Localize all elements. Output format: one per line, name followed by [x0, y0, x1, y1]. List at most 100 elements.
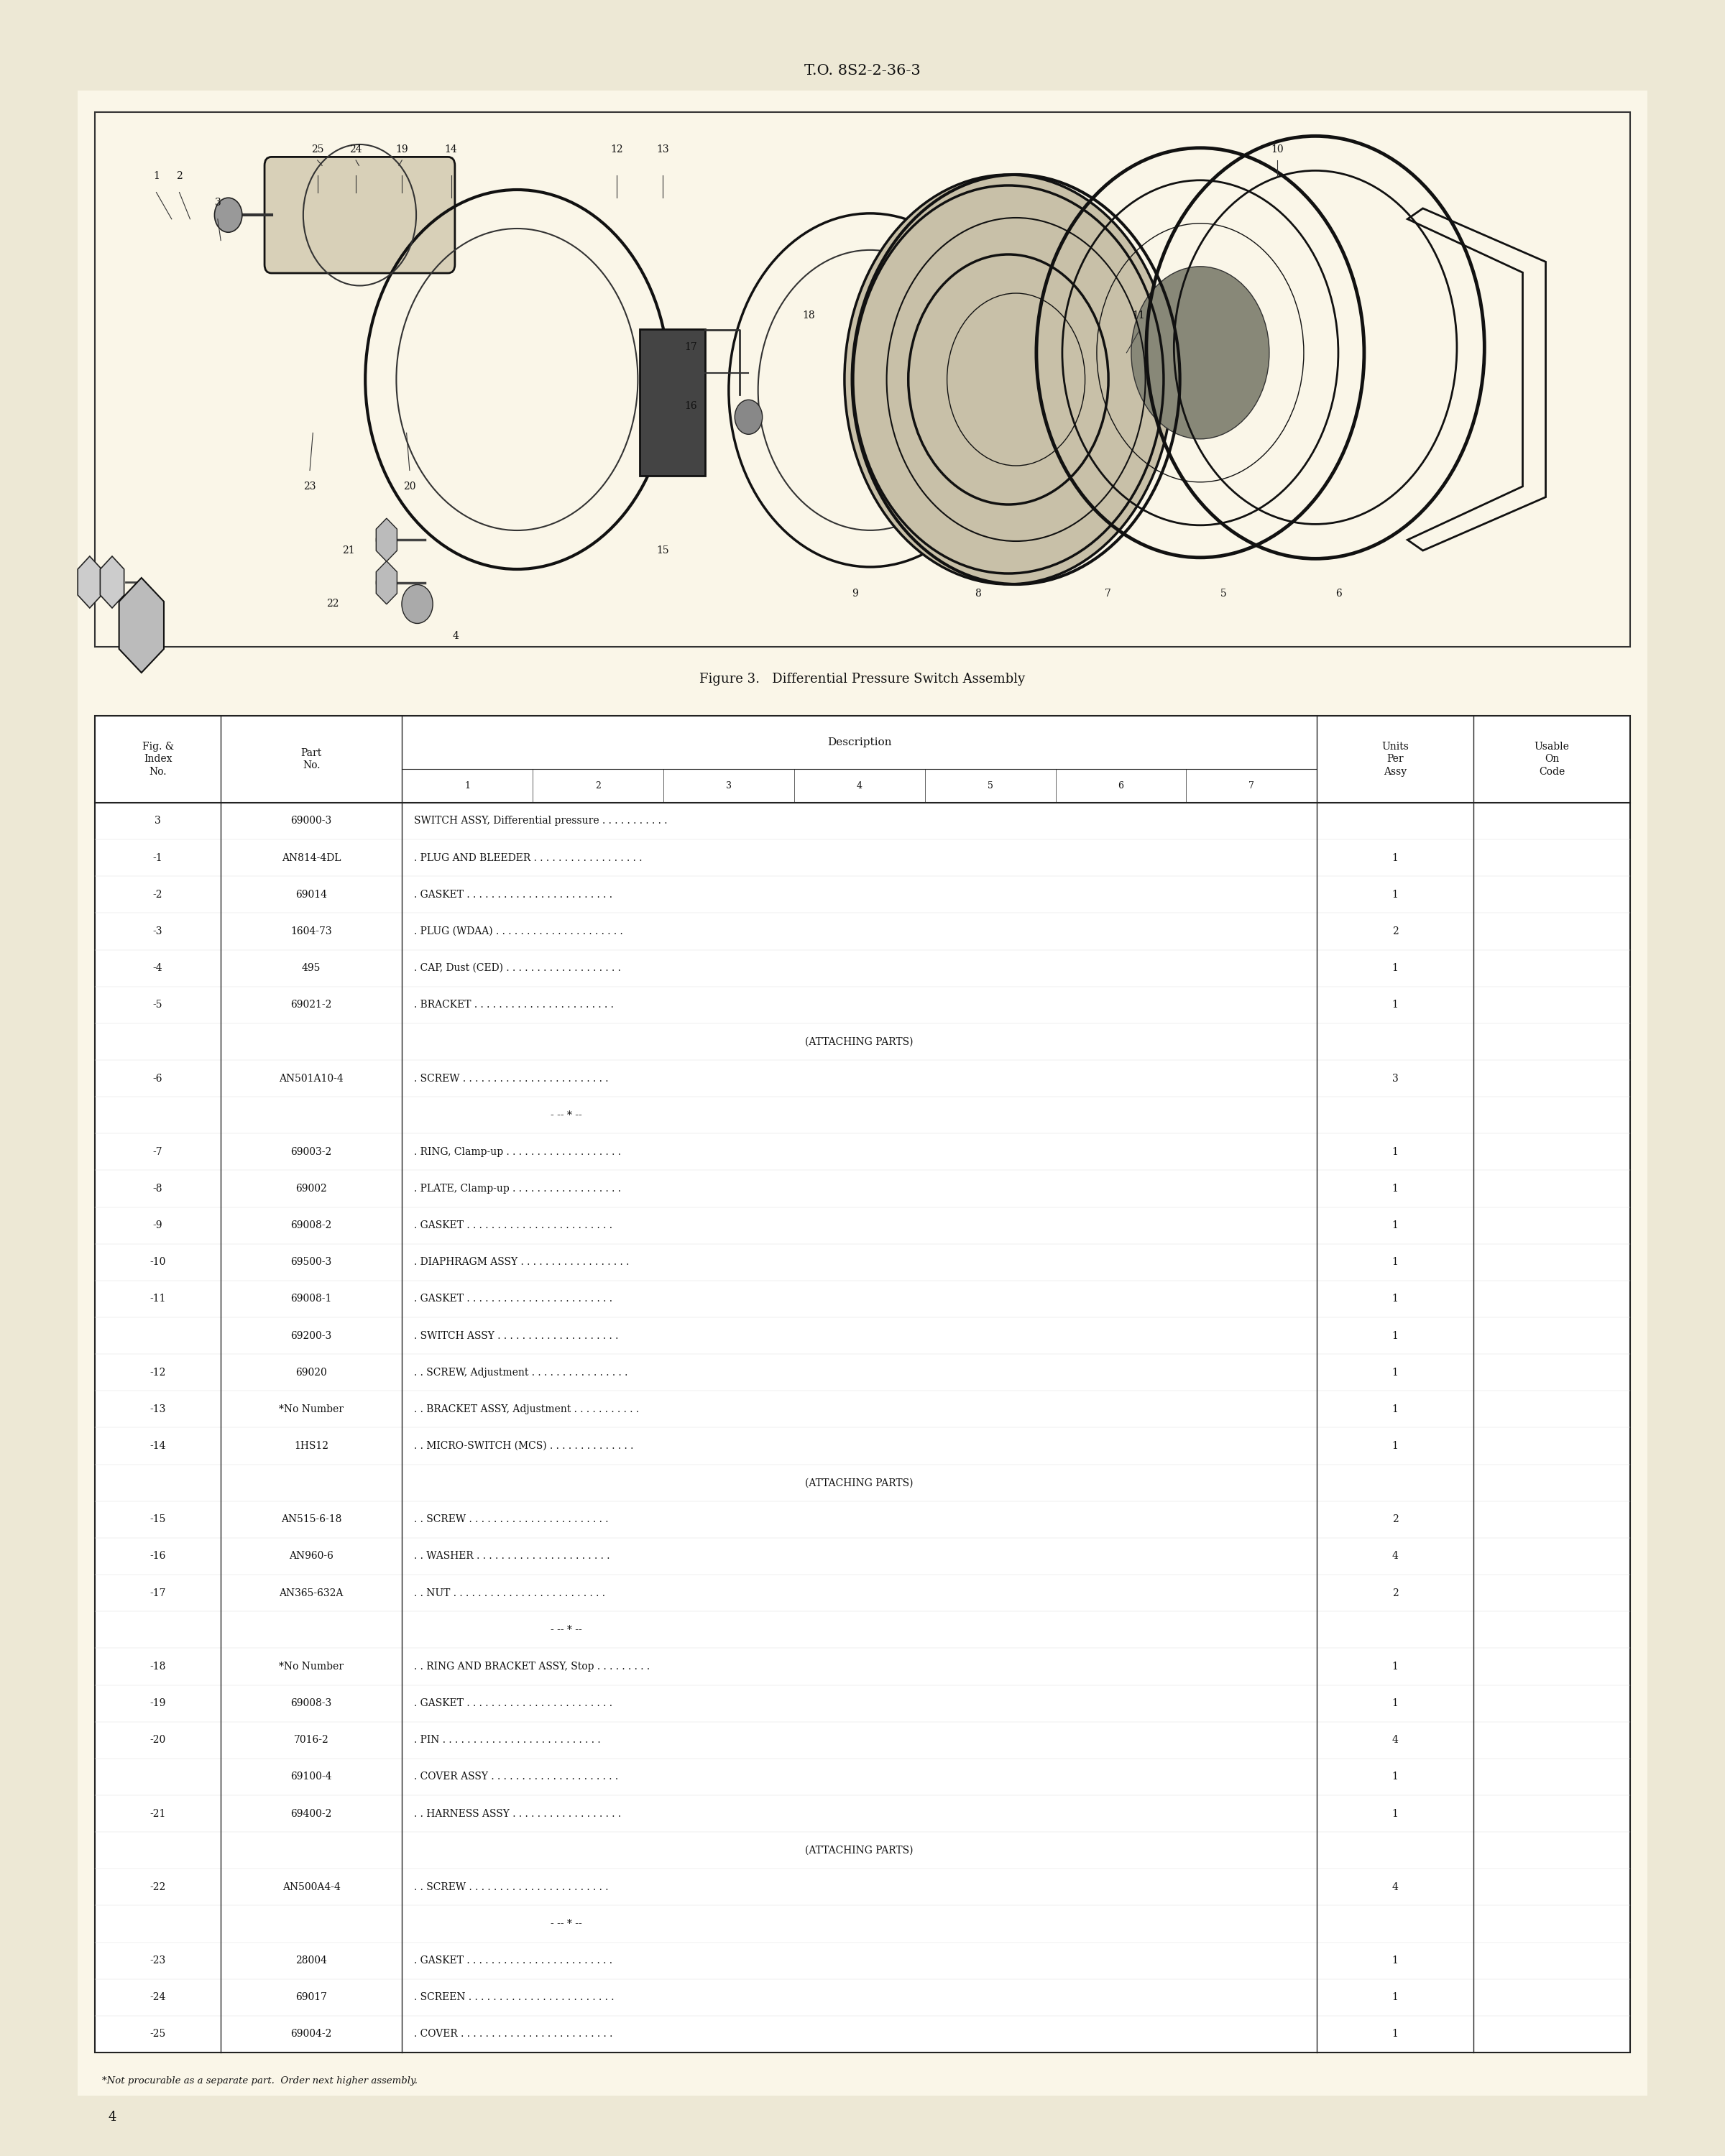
Text: 6: 6	[1118, 780, 1123, 791]
Circle shape	[1132, 267, 1270, 440]
Text: 7: 7	[1249, 780, 1254, 791]
Text: *Not procurable as a separate part.  Order next higher assembly.: *Not procurable as a separate part. Orde…	[102, 2076, 417, 2085]
Text: -23: -23	[150, 1955, 166, 1966]
Text: -2: -2	[154, 890, 162, 899]
Text: 69008-2: 69008-2	[292, 1220, 331, 1231]
Text: . COVER . . . . . . . . . . . . . . . . . . . . . . . . .: . COVER . . . . . . . . . . . . . . . . …	[414, 2029, 612, 2040]
Text: 69500-3: 69500-3	[292, 1257, 331, 1268]
Text: 2: 2	[176, 170, 183, 181]
Text: - -- * --: - -- * --	[550, 1110, 583, 1121]
Text: 1: 1	[1392, 1367, 1399, 1378]
Text: AN500A4-4: AN500A4-4	[283, 1882, 340, 1893]
Text: 28004: 28004	[295, 1955, 328, 1966]
Text: (ATTACHING PARTS): (ATTACHING PARTS)	[806, 1846, 914, 1856]
Text: . GASKET . . . . . . . . . . . . . . . . . . . . . . . .: . GASKET . . . . . . . . . . . . . . . .…	[414, 890, 612, 899]
Text: -3: -3	[154, 927, 162, 936]
Text: . SCREEN . . . . . . . . . . . . . . . . . . . . . . . .: . SCREEN . . . . . . . . . . . . . . . .…	[414, 1992, 614, 2003]
Text: . . NUT . . . . . . . . . . . . . . . . . . . . . . . . .: . . NUT . . . . . . . . . . . . . . . . …	[414, 1589, 605, 1598]
Text: (ATTACHING PARTS): (ATTACHING PARTS)	[806, 1037, 914, 1046]
Text: -8: -8	[154, 1184, 162, 1194]
Text: 1: 1	[1392, 854, 1399, 862]
Text: . GASKET . . . . . . . . . . . . . . . . . . . . . . . .: . GASKET . . . . . . . . . . . . . . . .…	[414, 1955, 612, 1966]
Text: -5: -5	[154, 1000, 162, 1009]
Text: 3: 3	[214, 198, 221, 207]
Text: 5: 5	[1220, 589, 1226, 599]
Text: . GASKET . . . . . . . . . . . . . . . . . . . . . . . .: . GASKET . . . . . . . . . . . . . . . .…	[414, 1294, 612, 1304]
Polygon shape	[78, 556, 102, 608]
Text: 69014: 69014	[295, 890, 328, 899]
Text: 1: 1	[1392, 890, 1399, 899]
Text: 69000-3: 69000-3	[292, 815, 331, 826]
Text: 19: 19	[395, 144, 409, 155]
Text: 4: 4	[109, 2111, 116, 2124]
Text: 2: 2	[1392, 1514, 1399, 1524]
Text: 17: 17	[685, 343, 697, 351]
Text: . . SCREW . . . . . . . . . . . . . . . . . . . . . . .: . . SCREW . . . . . . . . . . . . . . . …	[414, 1882, 609, 1893]
Text: 69008-3: 69008-3	[292, 1699, 331, 1708]
Text: -14: -14	[150, 1440, 166, 1451]
Text: 2: 2	[595, 780, 600, 791]
Circle shape	[376, 569, 397, 595]
Text: (ATTACHING PARTS): (ATTACHING PARTS)	[806, 1477, 914, 1488]
Text: T.O. 8S2-2-36-3: T.O. 8S2-2-36-3	[804, 65, 921, 78]
Text: 1: 1	[1392, 1257, 1399, 1268]
Text: . PLATE, Clamp-up . . . . . . . . . . . . . . . . . .: . PLATE, Clamp-up . . . . . . . . . . . …	[414, 1184, 621, 1194]
Text: 7: 7	[1106, 589, 1111, 599]
Text: 69200-3: 69200-3	[292, 1330, 331, 1341]
Text: Figure 3.   Differential Pressure Switch Assembly: Figure 3. Differential Pressure Switch A…	[700, 673, 1025, 686]
Text: -4: -4	[154, 964, 162, 972]
Text: . . SCREW . . . . . . . . . . . . . . . . . . . . . . .: . . SCREW . . . . . . . . . . . . . . . …	[414, 1514, 609, 1524]
Circle shape	[845, 175, 1173, 584]
Bar	[95, 112, 1630, 647]
Text: -25: -25	[150, 2029, 166, 2040]
Text: -22: -22	[150, 1882, 166, 1893]
Text: 69017: 69017	[295, 1992, 328, 2003]
Text: 16: 16	[685, 401, 697, 412]
Text: . SCREW . . . . . . . . . . . . . . . . . . . . . . . .: . SCREW . . . . . . . . . . . . . . . . …	[414, 1074, 609, 1084]
Text: 4: 4	[452, 632, 459, 640]
Text: . . WASHER . . . . . . . . . . . . . . . . . . . . . .: . . WASHER . . . . . . . . . . . . . . .…	[414, 1550, 611, 1561]
Text: AN515-6-18: AN515-6-18	[281, 1514, 342, 1524]
Text: 1: 1	[464, 780, 471, 791]
Text: 9: 9	[852, 589, 857, 599]
Text: Units
Per
Assy: Units Per Assy	[1382, 742, 1409, 776]
Bar	[95, 716, 1630, 2053]
Text: 1: 1	[1392, 1809, 1399, 1820]
Text: AN501A10-4: AN501A10-4	[279, 1074, 343, 1084]
Text: 69002: 69002	[295, 1184, 328, 1194]
Bar	[640, 330, 706, 476]
Text: -15: -15	[150, 1514, 166, 1524]
Circle shape	[402, 584, 433, 623]
Text: AN365-632A: AN365-632A	[279, 1589, 343, 1598]
Text: -24: -24	[150, 1992, 166, 2003]
Text: 69004-2: 69004-2	[292, 2029, 331, 2040]
Polygon shape	[119, 578, 164, 673]
Text: . . BRACKET ASSY, Adjustment . . . . . . . . . . .: . . BRACKET ASSY, Adjustment . . . . . .…	[414, 1404, 638, 1414]
Text: 69021-2: 69021-2	[292, 1000, 331, 1009]
Text: 11: 11	[1133, 310, 1145, 321]
Text: 4: 4	[1392, 1550, 1399, 1561]
Text: 1: 1	[1392, 1000, 1399, 1009]
Text: AN814-4DL: AN814-4DL	[281, 854, 342, 862]
Text: . GASKET . . . . . . . . . . . . . . . . . . . . . . . .: . GASKET . . . . . . . . . . . . . . . .…	[414, 1220, 612, 1231]
Text: -6: -6	[154, 1074, 162, 1084]
Text: SWITCH ASSY, Differential pressure . . . . . . . . . . .: SWITCH ASSY, Differential pressure . . .…	[414, 815, 668, 826]
Text: 2: 2	[1392, 1589, 1399, 1598]
Text: . PIN . . . . . . . . . . . . . . . . . . . . . . . . . .: . PIN . . . . . . . . . . . . . . . . . …	[414, 1736, 600, 1744]
Text: 69008-1: 69008-1	[292, 1294, 331, 1304]
Text: 20: 20	[404, 481, 416, 492]
Text: 3: 3	[155, 815, 160, 826]
Text: . SWITCH ASSY . . . . . . . . . . . . . . . . . . . .: . SWITCH ASSY . . . . . . . . . . . . . …	[414, 1330, 618, 1341]
Text: 24: 24	[350, 144, 362, 155]
Text: *No Number: *No Number	[279, 1662, 343, 1671]
Text: . PLUG (WDAA) . . . . . . . . . . . . . . . . . . . . .: . PLUG (WDAA) . . . . . . . . . . . . . …	[414, 927, 623, 936]
Text: 5: 5	[987, 780, 994, 791]
Text: . . HARNESS ASSY . . . . . . . . . . . . . . . . . .: . . HARNESS ASSY . . . . . . . . . . . .…	[414, 1809, 621, 1820]
Text: 1: 1	[1392, 1992, 1399, 2003]
Text: 1: 1	[154, 170, 159, 181]
Text: 1: 1	[1392, 1220, 1399, 1231]
Text: -9: -9	[154, 1220, 162, 1231]
Text: 1: 1	[1392, 1699, 1399, 1708]
Text: Part
No.: Part No.	[300, 748, 323, 770]
Text: . DIAPHRAGM ASSY . . . . . . . . . . . . . . . . . .: . DIAPHRAGM ASSY . . . . . . . . . . . .…	[414, 1257, 630, 1268]
